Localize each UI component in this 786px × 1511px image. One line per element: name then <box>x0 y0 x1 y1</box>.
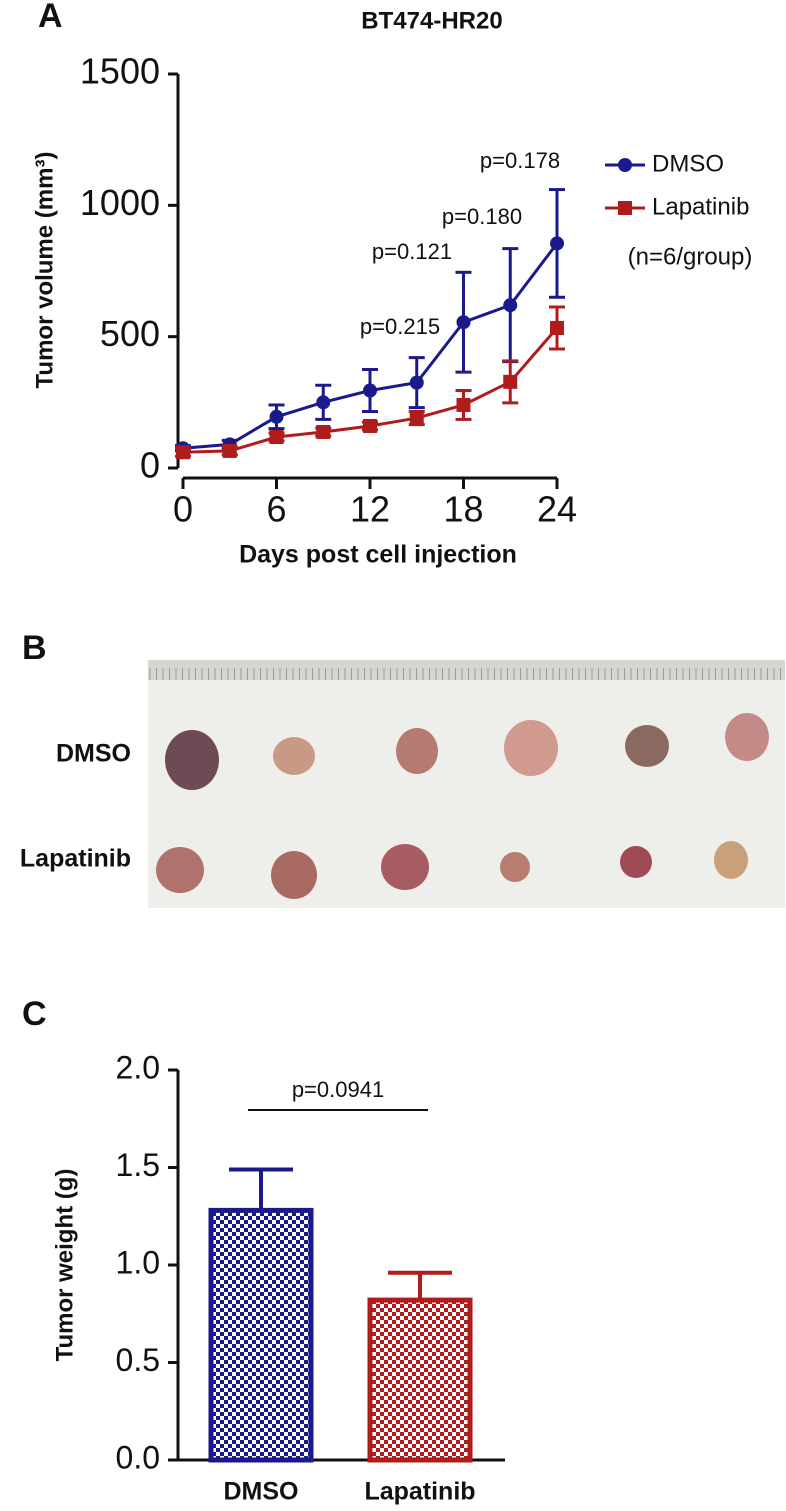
tumor <box>620 846 652 878</box>
tumor <box>381 844 429 890</box>
x-tick-label: 18 <box>443 489 483 530</box>
legend-marker <box>618 201 632 215</box>
marker <box>176 445 190 460</box>
annotation: p=0.180 <box>442 204 522 229</box>
tumor <box>156 847 204 893</box>
marker <box>222 443 237 458</box>
y-tick-label: 0.5 <box>116 1342 160 1378</box>
x-axis-label: Days post cell injection <box>239 541 517 569</box>
marker <box>269 409 284 424</box>
y-tick-label: 500 <box>100 313 160 354</box>
marker <box>316 425 331 440</box>
marker <box>316 395 331 410</box>
x-tick-label: Lapatinib <box>364 1478 475 1506</box>
tumor <box>504 720 558 776</box>
annotation: p=0.178 <box>480 148 560 173</box>
ruler-ticks <box>149 668 781 680</box>
tumor <box>725 713 769 761</box>
tumor <box>396 728 438 774</box>
tumor <box>500 852 530 882</box>
marker <box>363 383 377 398</box>
marker <box>550 320 564 335</box>
y-tick-label: 2.0 <box>116 1049 160 1085</box>
x-tick-label: 0 <box>173 489 193 530</box>
row-label: DMSO <box>56 740 131 768</box>
y-tick-label: 1.5 <box>116 1147 160 1183</box>
row-label: Lapatinib <box>20 845 131 873</box>
marker <box>363 418 377 433</box>
x-tick-label: 6 <box>266 489 286 530</box>
series-line <box>182 242 559 450</box>
tumor <box>271 851 317 899</box>
marker <box>503 374 518 389</box>
bar <box>367 1297 473 1463</box>
photo <box>148 660 785 908</box>
marker <box>456 315 471 330</box>
x-tick-label: 12 <box>350 489 390 530</box>
y-tick-label: 0.0 <box>116 1439 160 1475</box>
marker <box>269 430 284 445</box>
legend-label: DMSO <box>652 150 724 177</box>
x-tick-label: DMSO <box>224 1478 299 1506</box>
y-tick-label: 1.0 <box>116 1244 160 1280</box>
tumor <box>714 841 748 879</box>
tumor <box>625 725 669 767</box>
y-axis-label: Tumor weight (g) <box>51 1169 78 1362</box>
tumor <box>165 730 219 790</box>
annotation: p=0.215 <box>360 314 440 339</box>
y-tick-label: 1500 <box>80 51 160 92</box>
photo-background <box>148 660 785 908</box>
marker <box>409 411 424 426</box>
note: (n=6/group) <box>628 243 753 270</box>
marker <box>456 397 471 412</box>
tumor <box>273 737 315 775</box>
annotation: p=0.0941 <box>292 1077 384 1102</box>
marker <box>503 298 518 313</box>
bar <box>208 1207 314 1463</box>
x-tick-label: 24 <box>537 489 577 530</box>
ruler <box>148 660 785 680</box>
y-tick-label: 0 <box>140 445 160 486</box>
legend-label: Lapatinib <box>652 193 749 220</box>
marker <box>409 375 424 390</box>
chart-title: BT474-HR20 <box>361 7 502 34</box>
y-tick-label: 1000 <box>80 182 160 223</box>
panel-label: A <box>38 0 63 35</box>
legend-marker <box>618 158 632 172</box>
y-axis-label: Tumor volume (mm³) <box>31 152 58 389</box>
marker <box>550 236 564 251</box>
annotation: p=0.121 <box>372 239 452 264</box>
panel-label: B <box>22 629 47 667</box>
panel-label: C <box>22 995 47 1033</box>
